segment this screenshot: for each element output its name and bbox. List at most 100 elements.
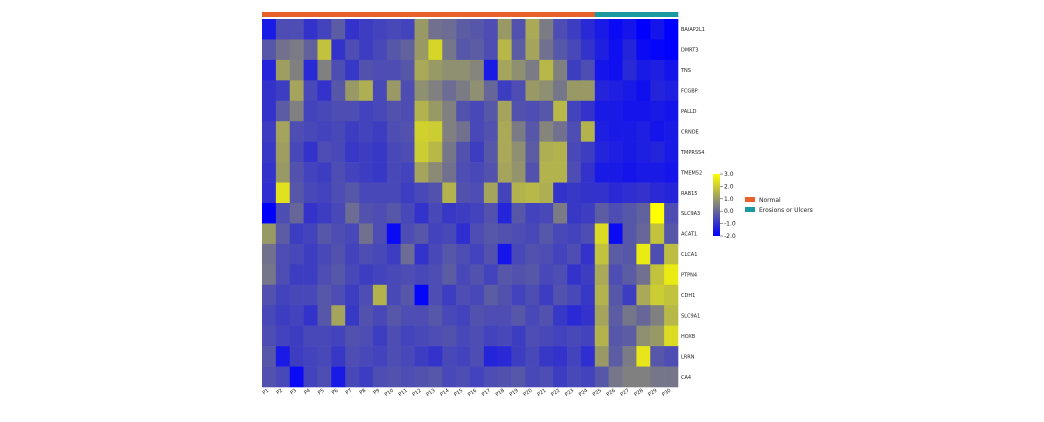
heatmap-cell	[345, 223, 360, 245]
heatmap-cell	[511, 39, 526, 61]
heatmap-cell	[345, 243, 360, 265]
heatmap-cell	[400, 243, 415, 265]
heatmap-cell	[664, 346, 679, 367]
heatmap-cell	[372, 325, 388, 347]
heatmap-cell	[275, 305, 291, 326]
heatmap-cell	[331, 264, 346, 286]
heatmap-cell	[428, 19, 443, 40]
heatmap-cell	[470, 284, 485, 306]
heatmap-cell	[303, 346, 318, 367]
heatmap-cell	[580, 141, 596, 163]
row-label: SLC9A3	[681, 211, 700, 217]
heatmap-cell	[442, 305, 457, 326]
heatmap-cell	[664, 100, 679, 122]
heatmap-cell	[456, 346, 471, 367]
heatmap-cell	[289, 39, 304, 61]
heatmap-cell	[608, 366, 623, 388]
heatmap-cell	[275, 80, 291, 102]
heatmap-cell	[650, 100, 665, 122]
heatmap-cell	[650, 366, 665, 388]
heatmap-cell	[386, 121, 401, 142]
heatmap-cell	[594, 121, 609, 142]
heatmap-cell	[331, 284, 346, 306]
heatmap-cell	[442, 284, 457, 306]
heatmap-cell	[428, 203, 443, 224]
heatmap-cell	[442, 39, 457, 61]
heatmap-cell	[289, 203, 304, 224]
heatmap-cell	[428, 121, 443, 142]
heatmap-cell	[262, 59, 277, 81]
heatmap-cell	[497, 121, 512, 142]
heatmap-cell	[359, 325, 374, 347]
heatmap-cell	[428, 141, 443, 163]
heatmap-cell	[456, 121, 471, 142]
heatmap-cell	[525, 141, 540, 163]
heatmap-cell	[539, 19, 554, 40]
column-label: P28	[633, 388, 644, 398]
heatmap-cell	[442, 223, 457, 245]
heatmap-cell	[428, 325, 443, 347]
heatmap-cell	[317, 366, 332, 388]
heatmap-cell	[497, 39, 512, 61]
heatmap-cell	[262, 264, 277, 286]
heatmap-cell	[303, 182, 318, 204]
row-label: CA4	[681, 375, 691, 381]
heatmap-cell	[386, 243, 401, 265]
heatmap-cell	[359, 223, 374, 245]
heatmap-cell	[567, 121, 582, 142]
heatmap-cell	[317, 264, 332, 286]
heatmap-cell	[608, 141, 623, 163]
heatmap-cell	[428, 223, 443, 245]
heatmap-cell	[428, 59, 443, 81]
heatmap-cell	[650, 19, 665, 40]
heatmap-cell	[414, 346, 429, 367]
heatmap-cell	[456, 305, 471, 326]
heatmap-cell	[525, 264, 540, 286]
heatmap-cell	[359, 305, 374, 326]
heatmap-cell	[442, 243, 457, 265]
group-bar-segment	[553, 12, 568, 17]
heatmap-cell	[553, 305, 568, 326]
heatmap-cell	[275, 223, 291, 245]
heatmap-cell	[345, 39, 360, 61]
heatmap-cell	[483, 182, 499, 204]
heatmap-cell	[553, 182, 568, 204]
heatmap-cell	[539, 141, 554, 163]
heatmap-cell	[470, 203, 485, 224]
heatmap-cell	[345, 346, 360, 367]
heatmap-cell	[303, 121, 318, 142]
heatmap-cell	[553, 284, 568, 306]
heatmap-cell	[400, 223, 415, 245]
heatmap-cell	[372, 346, 388, 367]
heatmap-cell	[386, 305, 401, 326]
group-bar-segment	[428, 12, 443, 17]
heatmap-cell	[650, 80, 665, 102]
heatmap-cell	[289, 19, 304, 40]
heatmap-cell	[442, 80, 457, 102]
heatmap-cell	[525, 121, 540, 142]
heatmap-cell	[664, 182, 679, 204]
heatmap-cell	[470, 223, 485, 245]
heatmap-cell	[539, 284, 554, 306]
heatmap-cell	[594, 305, 609, 326]
row-label: CLCA1	[681, 252, 697, 258]
heatmap-cell	[289, 264, 304, 286]
heatmap-cell	[525, 59, 540, 81]
row-label: CRNDE	[681, 129, 699, 135]
heatmap-cell	[456, 100, 471, 122]
heatmap-cell	[275, 59, 291, 81]
heatmap-cell	[345, 80, 360, 102]
column-label: P4	[303, 388, 312, 396]
column-label: P6	[331, 388, 340, 396]
heatmap-cell	[511, 264, 526, 286]
row-label: BAIAP2L1	[681, 27, 705, 33]
heatmap-cell	[303, 284, 318, 306]
heatmap-cell	[400, 346, 415, 367]
colorbar-tick-label: 2.0	[724, 183, 734, 190]
heatmap-cell	[664, 121, 679, 142]
row-label: TMPRSS4	[680, 150, 704, 156]
heatmap-cell	[359, 346, 374, 367]
heatmap-cell	[622, 366, 637, 388]
heatmap-cell	[470, 141, 485, 163]
heatmap-cell	[539, 59, 554, 81]
